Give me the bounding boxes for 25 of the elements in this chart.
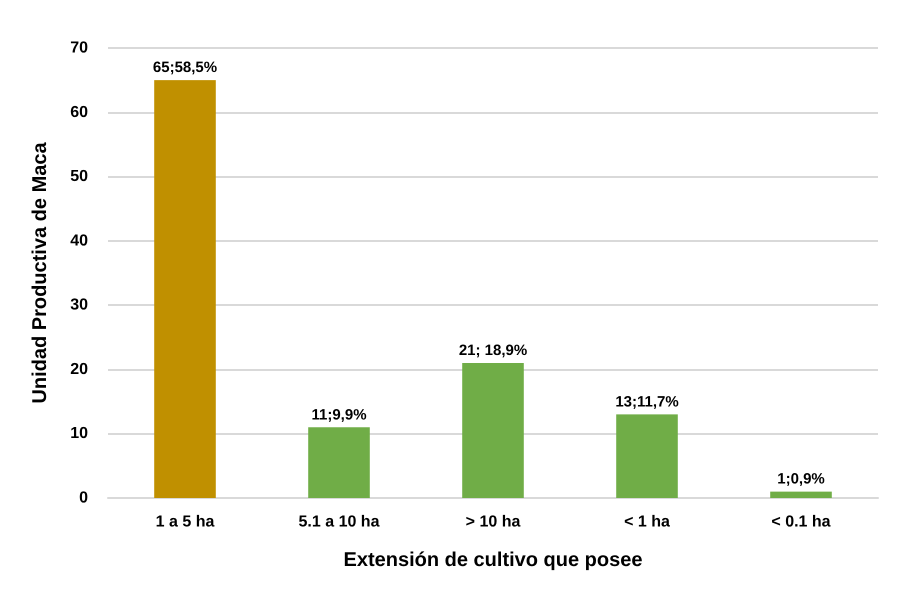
x-tick-label: 1 a 5 ha xyxy=(156,514,214,530)
data-label: 1;0,9% xyxy=(777,470,825,488)
x-axis-title: Extensión de cultivo que posee xyxy=(344,549,642,571)
bar xyxy=(308,427,370,498)
data-label: 21; 18,9% xyxy=(458,342,528,359)
x-tick-label: < 1 ha xyxy=(624,514,670,530)
x-tick-label: > 10 ha xyxy=(466,514,520,530)
y-tick-label: 50 xyxy=(70,168,88,186)
x-tick-label: 5.1 a 10 ha xyxy=(298,514,380,530)
y-tick-label: 60 xyxy=(70,104,88,121)
y-axis-title: Unidad Productiva de Maca xyxy=(29,142,51,404)
y-tick-label: 0 xyxy=(79,490,88,506)
y-tick-label: 10 xyxy=(70,425,88,442)
y-tick-label: 70 xyxy=(70,40,88,56)
data-label: 65;58,5% xyxy=(152,59,218,76)
y-tick-label: 40 xyxy=(70,232,88,250)
bar xyxy=(154,80,216,498)
y-tick-label: 30 xyxy=(70,296,88,314)
x-tick-label: < 0.1 ha xyxy=(771,514,831,530)
bar xyxy=(462,363,524,498)
bar xyxy=(616,414,678,498)
data-label: 13;11,7% xyxy=(615,393,679,410)
y-tick-label: 20 xyxy=(70,360,88,378)
data-label: 11;9,9% xyxy=(311,406,367,424)
bar xyxy=(770,492,832,498)
